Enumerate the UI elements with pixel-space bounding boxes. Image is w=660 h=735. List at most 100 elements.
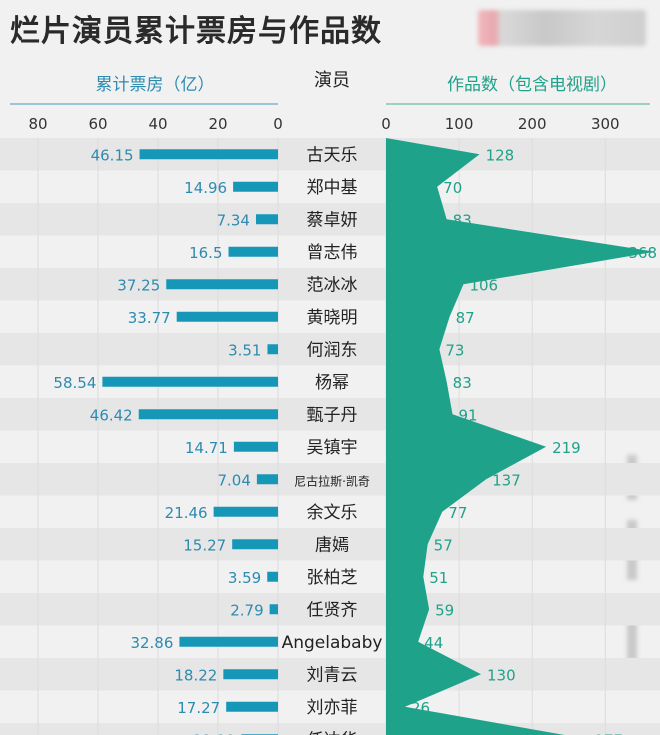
works-label: 83 [453,374,472,392]
actor-name: 刘亦菲 [307,698,358,718]
row-stripe [0,528,660,561]
row-stripe [0,463,660,496]
box-office-bar [267,571,278,582]
box-office-bar [267,344,278,355]
works-area [386,138,655,735]
box-office-label: 58.54 [53,374,96,392]
chart-title: 烂片演员累计票房与作品数 [10,14,382,49]
actor-name: 杨幂 [315,373,349,393]
works-label: 44 [424,634,443,652]
actor-name: 任贤齐 [307,600,358,620]
works-label: 130 [487,666,516,684]
actor-name: 吴镇宇 [307,438,358,458]
right-tick-label: 100 [445,115,474,133]
actor-name: 蔡卓妍 [307,210,358,230]
blurred-watermark [627,620,637,660]
actor-name: 郑中基 [307,178,358,198]
box-office-bar [269,604,278,615]
box-office-label: 7.34 [217,211,250,229]
box-office-label: 14.71 [185,439,228,457]
actor-name: 黄晓明 [307,308,358,328]
box-office-bar [166,279,278,290]
row-stripe [0,658,660,691]
box-office-label: 16.5 [189,244,222,262]
actor-name: 余文乐 [307,503,358,523]
box-office-bar [233,441,278,452]
box-office-label: 46.15 [91,146,134,164]
works-label: 87 [456,309,475,327]
actor-name: 范冰冰 [307,275,358,295]
box-office-label: 7.04 [217,471,250,489]
box-office-label: 18.22 [174,666,217,684]
left-axis-title: 累计票房（亿） [96,75,215,95]
actor-name: 曾志伟 [307,243,358,263]
row-stripe [0,398,660,431]
works-label: 70 [443,179,462,197]
box-office-bar [213,506,278,517]
actor-name: 何润东 [307,340,358,360]
box-office-label: 3.51 [228,341,261,359]
works-label: 83 [453,211,472,229]
right-tick-label: 300 [591,115,620,133]
works-label: 26 [411,699,430,717]
works-label: 137 [492,471,521,489]
box-office-label: 37.25 [117,276,160,294]
right-tick-label: 0 [381,115,391,133]
left-tick-label: 60 [88,115,107,133]
actor-name: 任达华 [307,730,358,735]
works-label: 91 [459,406,478,424]
works-label: 73 [445,341,464,359]
box-office-label: 15.27 [183,536,226,554]
blurred-logo [478,10,646,46]
works-label: 57 [434,536,453,554]
box-office-label: 46.42 [90,406,133,424]
box-office-bar [256,474,278,485]
actor-name: 古天乐 [307,145,358,165]
box-office-label: 3.59 [228,569,261,587]
works-label: 219 [552,439,581,457]
box-office-bar [102,376,278,387]
left-tick-label: 40 [148,115,167,133]
box-office-bar [226,701,278,712]
works-label: 59 [435,601,454,619]
row-stripe [0,138,660,171]
box-office-bar [139,149,278,160]
works-label: 368 [628,244,657,262]
box-office-label: 14.96 [184,179,227,197]
right-tick-label: 200 [518,115,547,133]
actor-name: 尼古拉斯·凯奇 [294,473,370,488]
row-stripe [0,333,660,366]
row-stripe [0,268,660,301]
right-axis-title: 作品数（包含电视剧） [447,75,617,95]
left-tick-label: 80 [28,115,47,133]
box-office-bar [138,409,278,420]
box-office-label: 2.79 [230,601,263,619]
works-label: 51 [429,569,448,587]
box-office-bar [232,539,278,550]
box-office-bar [223,669,278,680]
works-label: 106 [469,276,498,294]
actor-name: 甄子丹 [307,405,358,425]
row-stripe [0,203,660,236]
box-office-label: 12.19 [192,731,235,735]
box-office-label: 17.27 [177,699,220,717]
box-office-bar [228,246,278,257]
works-label: 77 [448,504,467,522]
works-label: 277 [594,731,623,735]
actor-name: 刘青云 [307,665,358,685]
row-stripe [0,593,660,626]
box-office-label: 33.77 [128,309,171,327]
left-tick-label: 0 [273,115,283,133]
box-office-bar [176,311,278,322]
actor-name: 张柏芝 [307,568,358,588]
box-office-bar [179,636,278,647]
actor-name: 唐嫣 [315,534,349,555]
box-office-label: 32.86 [130,634,173,652]
works-label: 128 [486,146,515,164]
left-tick-label: 20 [208,115,227,133]
center-header: 演员 [314,70,350,91]
actor-name: Angelababy [282,633,383,653]
box-office-bar [233,181,278,192]
box-office-bar [255,214,278,225]
